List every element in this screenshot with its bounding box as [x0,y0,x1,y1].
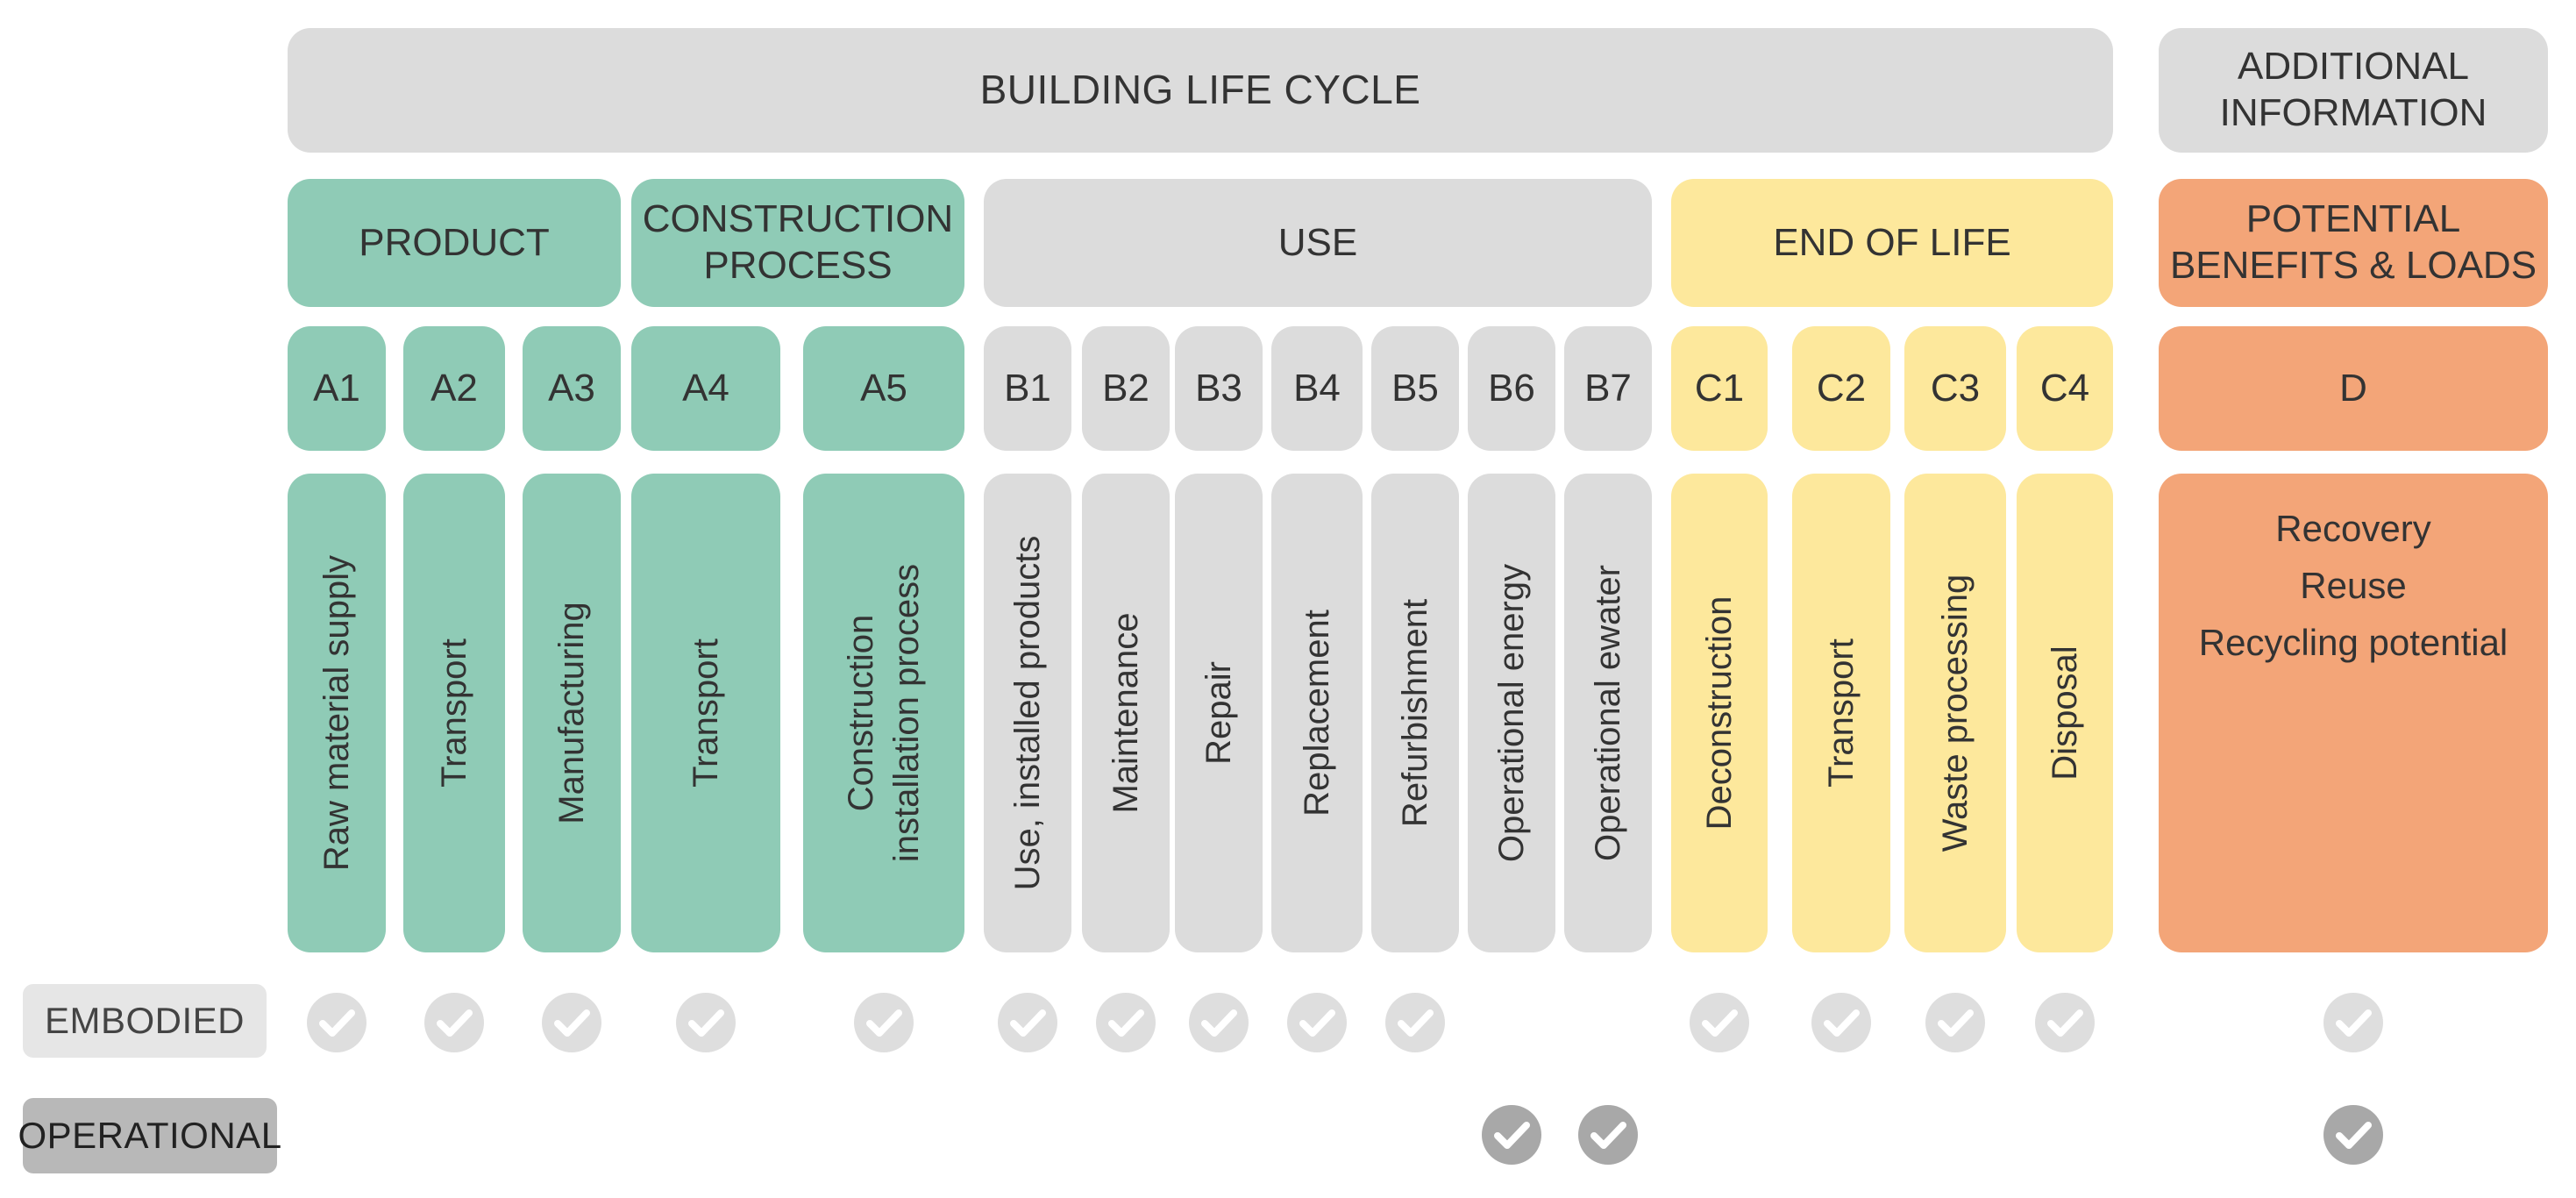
operational-check-icon-b6 [1482,1105,1541,1165]
module-label-c2: Transport [1792,474,1890,952]
module-label-text: Transport [687,638,725,788]
module-label-b6: Operational energy [1468,474,1555,952]
module-label-b1: Use, installed products [984,474,1071,952]
module-code-b5: B5 [1371,326,1459,451]
embodied-check-icon-a1 [307,993,366,1052]
row-label-operational: OPERATIONAL [18,1098,281,1173]
module-label-text: Raw material supply [317,554,356,872]
module-code-c2: C2 [1792,326,1890,451]
stage-use: USE [984,179,1652,307]
embodied-check-icon-a2 [424,993,484,1052]
stage-product: PRODUCT [288,179,621,307]
module-code-a1: A1 [288,326,386,451]
module-label-text: Transport [435,638,473,788]
operational-check-icon-d [2323,1105,2383,1165]
module-label-b7: Operational ewater [1564,474,1652,952]
module-label-text: Waste processing [1936,574,1975,852]
module-label-text: Operational energy [1492,563,1531,863]
module-label-text: Disposal [2046,645,2084,781]
module-label-text: Construction installation process [842,563,926,863]
module-code-a5: A5 [803,326,964,451]
module-label-c1: Deconstruction [1671,474,1768,952]
stage-construction-process: CONSTRUCTION PROCESS [631,179,964,307]
module-label-a4: Transport [631,474,780,952]
module-code-c4: C4 [2017,326,2113,451]
module-label-b5: Refurbishment [1371,474,1459,952]
module-label-a1: Raw material supply [288,474,386,952]
module-code-a3: A3 [523,326,621,451]
module-code-a2: A2 [403,326,505,451]
embodied-check-icon-b4 [1287,993,1347,1052]
embodied-check-icon-c2 [1811,993,1871,1052]
embodied-check-icon-d [2323,993,2383,1052]
embodied-check-icon-a5 [854,993,914,1052]
band-building-life-cycle: BUILDING LIFE CYCLE [288,28,2113,153]
module-label-b4: Replacement [1271,474,1363,952]
module-d-description: Recovery Reuse Recycling potential [2159,474,2548,952]
module-code-d: D [2159,326,2548,451]
module-label-text: Deconstruction [1700,595,1739,831]
stage-potential-benefits: POTENTIAL BENEFITS & LOADS [2159,179,2548,307]
module-label-text: Refurbishment [1396,598,1434,828]
embodied-check-icon-b1 [998,993,1057,1052]
module-code-c3: C3 [1904,326,2006,451]
embodied-check-icon-b5 [1385,993,1445,1052]
module-code-b1: B1 [984,326,1071,451]
module-code-a4: A4 [631,326,780,451]
module-code-b6: B6 [1468,326,1555,451]
module-code-b3: B3 [1175,326,1263,451]
module-label-c3: Waste processing [1904,474,2006,952]
module-label-b2: Maintenance [1082,474,1170,952]
embodied-check-icon-c1 [1690,993,1749,1052]
module-label-a3: Manufacturing [523,474,621,952]
module-label-text: Repair [1199,661,1238,765]
embodied-check-icon-a4 [676,993,736,1052]
operational-check-icon-b7 [1578,1105,1638,1165]
module-code-b2: B2 [1082,326,1170,451]
embodied-check-icon-a3 [542,993,601,1052]
embodied-check-icon-c4 [2035,993,2095,1052]
band-additional-information: ADDITIONAL INFORMATION [2159,28,2548,153]
module-label-text: Operational ewater [1589,565,1627,861]
module-code-b4: B4 [1271,326,1363,451]
embodied-check-icon-b3 [1189,993,1249,1052]
module-label-text: Use, installed products [1008,535,1047,891]
module-label-text: Manufacturing [552,602,591,824]
embodied-check-icon-b2 [1096,993,1156,1052]
stage-end-of-life: END OF LIFE [1671,179,2113,307]
module-label-text: Maintenance [1107,612,1145,814]
module-label-c4: Disposal [2017,474,2113,952]
row-label-embodied: EMBODIED [23,984,267,1058]
module-label-text: Transport [1822,638,1861,788]
module-label-a5: Construction installation process [803,474,964,952]
module-code-b7: B7 [1564,326,1652,451]
module-label-text: Replacement [1298,610,1336,816]
embodied-check-icon-c3 [1925,993,1985,1052]
module-code-c1: C1 [1671,326,1768,451]
module-label-a2: Transport [403,474,505,952]
module-label-b3: Repair [1175,474,1263,952]
